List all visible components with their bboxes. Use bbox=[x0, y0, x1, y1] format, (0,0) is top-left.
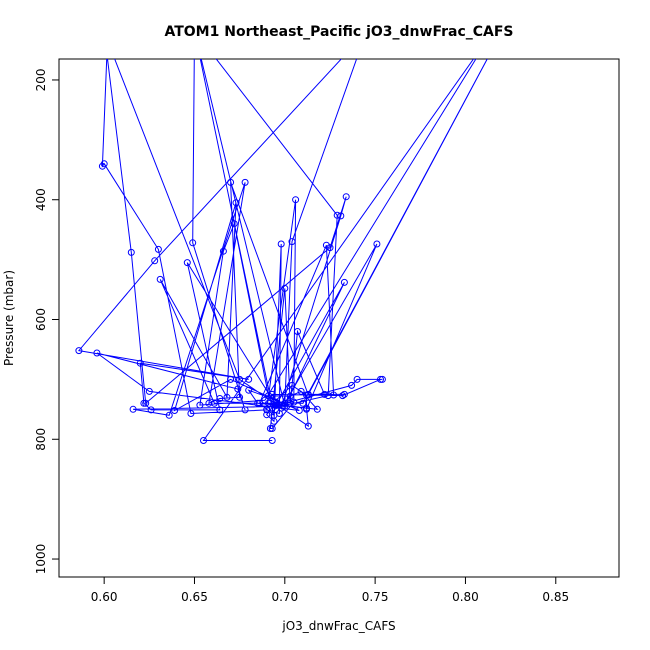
data-point bbox=[299, 399, 307, 407]
data-point bbox=[234, 385, 242, 393]
y-axis: 200 400 600 800 1000 bbox=[34, 69, 59, 575]
data-point bbox=[227, 178, 235, 186]
data-point bbox=[340, 390, 348, 398]
data-point bbox=[268, 437, 276, 444]
data-point bbox=[236, 393, 244, 401]
data-point bbox=[322, 241, 330, 249]
data-point bbox=[324, 392, 332, 400]
data-point bbox=[321, 390, 328, 398]
data-point bbox=[200, 437, 207, 444]
data-point bbox=[100, 160, 108, 168]
data-point bbox=[270, 411, 278, 419]
data-point bbox=[261, 396, 269, 404]
data-point bbox=[378, 375, 386, 383]
data-point bbox=[129, 405, 137, 413]
data-point bbox=[342, 193, 350, 201]
data-point bbox=[232, 199, 240, 207]
data-point bbox=[245, 386, 253, 394]
data-point bbox=[187, 410, 195, 417]
data-point bbox=[286, 399, 294, 407]
data-point bbox=[216, 406, 224, 414]
y-tick-label: 200 bbox=[34, 69, 48, 92]
data-point bbox=[281, 284, 289, 292]
x-tick-label: 0.80 bbox=[452, 590, 479, 604]
data-point bbox=[268, 390, 276, 398]
data-point bbox=[313, 405, 321, 413]
data-point bbox=[303, 405, 310, 413]
data-point bbox=[165, 411, 173, 419]
x-tick-label: 0.85 bbox=[542, 590, 569, 604]
y-axis-label: Pressure (mbar) bbox=[2, 270, 16, 366]
data-point bbox=[75, 347, 83, 355]
data-point bbox=[236, 375, 244, 383]
plot-area bbox=[75, 59, 488, 444]
data-point bbox=[304, 422, 312, 430]
data-point bbox=[127, 248, 135, 256]
data-point bbox=[93, 349, 101, 357]
data-point bbox=[154, 245, 162, 253]
data-point bbox=[151, 257, 159, 265]
x-tick-label: 0.65 bbox=[181, 590, 208, 604]
x-tick-label: 0.75 bbox=[362, 590, 389, 604]
data-point bbox=[263, 411, 271, 419]
data-point bbox=[330, 391, 338, 399]
data-point bbox=[373, 240, 381, 248]
data-point bbox=[171, 407, 179, 414]
data-point bbox=[288, 381, 296, 389]
data-point bbox=[303, 391, 310, 399]
data-point bbox=[272, 402, 280, 410]
data-point bbox=[297, 387, 305, 395]
y-tick-label: 600 bbox=[34, 308, 48, 331]
data-point bbox=[326, 244, 334, 252]
x-axis-label: jO3_dnwFrac_CAFS bbox=[281, 619, 395, 633]
x-tick-label: 0.60 bbox=[91, 590, 118, 604]
data-point bbox=[230, 220, 238, 228]
series-line bbox=[77, 59, 488, 441]
x-tick-label: 0.70 bbox=[271, 590, 298, 604]
data-point bbox=[353, 375, 361, 383]
data-point bbox=[147, 406, 155, 414]
data-point bbox=[156, 275, 164, 283]
data-point bbox=[183, 259, 191, 267]
chart-title: ATOM1 Northeast_Pacific jO3_dnwFrac_CAFS bbox=[164, 24, 513, 40]
data-point bbox=[277, 240, 285, 248]
data-point bbox=[145, 387, 153, 395]
plot-frame bbox=[58, 58, 620, 578]
data-point bbox=[333, 211, 341, 219]
x-axis: 0.60 0.65 0.70 0.75 0.80 0.85 bbox=[91, 577, 569, 604]
data-point bbox=[337, 212, 345, 220]
data-point bbox=[241, 178, 249, 186]
data-point bbox=[265, 392, 272, 400]
data-point bbox=[241, 406, 249, 414]
data-point bbox=[288, 238, 296, 246]
data-point bbox=[227, 375, 235, 383]
data-point bbox=[254, 399, 262, 407]
data-point bbox=[281, 399, 289, 407]
data-point bbox=[292, 196, 300, 204]
data-point bbox=[140, 399, 148, 407]
data-point bbox=[290, 398, 298, 406]
y-tick-label: 800 bbox=[34, 428, 48, 451]
data-point bbox=[294, 328, 301, 335]
data-point bbox=[339, 392, 347, 400]
data-point bbox=[377, 375, 384, 383]
data-point bbox=[268, 404, 276, 412]
data-point bbox=[216, 395, 224, 402]
y-tick-label: 1000 bbox=[34, 544, 48, 575]
data-point bbox=[286, 392, 294, 400]
data-point bbox=[219, 247, 227, 255]
data-point bbox=[210, 399, 218, 407]
data-point bbox=[340, 278, 348, 286]
data-point bbox=[136, 359, 144, 367]
data-point bbox=[223, 393, 231, 401]
data-point bbox=[268, 425, 276, 432]
data-point bbox=[245, 375, 253, 383]
y-tick-label: 400 bbox=[34, 188, 48, 211]
data-point bbox=[189, 239, 197, 247]
data-point bbox=[348, 381, 356, 389]
data-point bbox=[196, 401, 204, 409]
data-point bbox=[295, 407, 303, 414]
